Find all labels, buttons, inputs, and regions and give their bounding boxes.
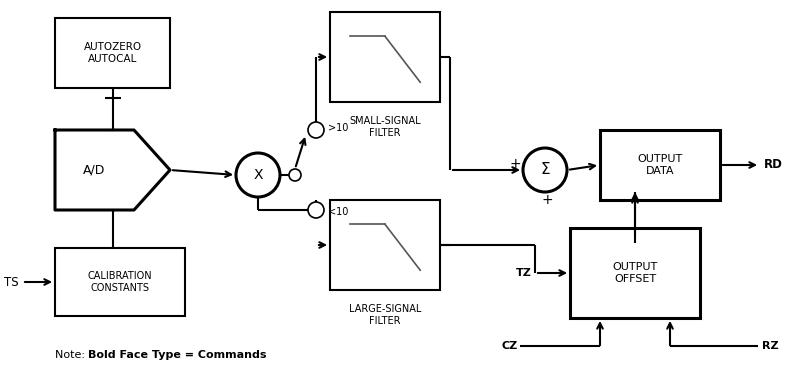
Text: Bold Face Type = Commands: Bold Face Type = Commands (88, 350, 266, 360)
Text: TS: TS (4, 276, 19, 288)
Circle shape (308, 202, 324, 218)
Text: SMALL-SIGNAL
FILTER: SMALL-SIGNAL FILTER (349, 116, 421, 138)
Text: A/D: A/D (83, 164, 106, 176)
Text: RD: RD (764, 158, 783, 172)
Text: AUTOZERO
AUTOCAL: AUTOZERO AUTOCAL (83, 42, 142, 64)
Text: +: + (509, 157, 521, 171)
Bar (330, 12, 440, 102)
Bar (55, 248, 185, 316)
Bar (600, 130, 720, 200)
Circle shape (308, 122, 324, 138)
Text: OUTPUT
OFFSET: OUTPUT OFFSET (612, 262, 658, 284)
Text: CZ: CZ (502, 341, 518, 351)
Text: X: X (254, 168, 262, 182)
Bar (330, 200, 440, 290)
Text: Σ: Σ (540, 162, 550, 178)
Bar (55, 18, 170, 88)
Text: RZ: RZ (762, 341, 778, 351)
Circle shape (236, 153, 280, 197)
Text: +: + (541, 193, 553, 207)
Polygon shape (55, 130, 170, 210)
Circle shape (523, 148, 567, 192)
Bar (570, 228, 700, 318)
Text: >10: >10 (328, 123, 348, 133)
Circle shape (289, 169, 301, 181)
Text: OUTPUT
DATA: OUTPUT DATA (638, 154, 682, 176)
Text: Note:: Note: (55, 350, 89, 360)
Text: TZ: TZ (516, 268, 532, 278)
Text: <10: <10 (328, 207, 348, 217)
Text: CALIBRATION
CONSTANTS: CALIBRATION CONSTANTS (88, 271, 152, 293)
Text: LARGE-SIGNAL
FILTER: LARGE-SIGNAL FILTER (349, 304, 421, 326)
